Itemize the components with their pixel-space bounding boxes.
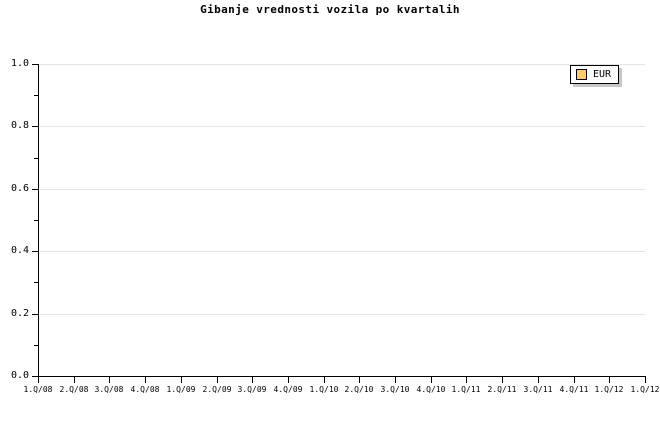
gridline-horizontal bbox=[38, 126, 645, 128]
x-axis-tick-label: 1.Q/09 bbox=[166, 385, 196, 394]
y-axis-tick-label: 0.0 bbox=[10, 370, 29, 381]
y-axis-tick-label: 0.8 bbox=[10, 120, 29, 132]
x-axis-tick-label: 1.Q/12 bbox=[630, 385, 660, 394]
x-axis-tick-label: 2.Q/09 bbox=[202, 385, 232, 394]
x-axis-tick-label: 1.Q/11 bbox=[451, 385, 481, 394]
y-axis-minor-tick bbox=[34, 282, 38, 284]
x-axis-tick-label: 3.Q/09 bbox=[237, 385, 267, 394]
legend-swatch-eur-icon bbox=[576, 69, 587, 80]
x-axis-tick-label: 2.Q/08 bbox=[59, 385, 89, 394]
plot-area bbox=[38, 64, 645, 376]
y-axis-tick bbox=[32, 64, 38, 65]
x-axis-tick bbox=[395, 377, 396, 383]
x-axis-tick-label: 2.Q/10 bbox=[344, 385, 374, 394]
y-axis-tick-label: 0.6 bbox=[10, 182, 29, 194]
y-axis-tick bbox=[32, 126, 38, 128]
x-axis-tick-label: 4.Q/08 bbox=[130, 385, 160, 394]
y-axis-tick bbox=[32, 376, 38, 377]
y-axis-minor-tick bbox=[34, 220, 38, 221]
x-axis-tick bbox=[502, 377, 503, 383]
x-axis-tick bbox=[359, 377, 360, 383]
y-axis-tick-label: 0.4 bbox=[10, 245, 29, 257]
gridline-horizontal bbox=[38, 313, 645, 315]
x-axis-tick bbox=[324, 377, 325, 383]
x-axis-tick-label: 3.Q/10 bbox=[380, 385, 410, 394]
x-axis-tick bbox=[74, 377, 75, 383]
x-axis-tick-label: 4.Q/11 bbox=[559, 385, 589, 394]
y-axis-tick-label: 1.0 bbox=[10, 58, 29, 69]
x-axis-tick bbox=[288, 377, 289, 383]
x-axis-tick-label: 2.Q/11 bbox=[487, 385, 517, 394]
x-axis-tick bbox=[466, 377, 467, 383]
x-axis-tick-label: 1.Q/10 bbox=[309, 385, 339, 394]
legend-label-eur: EUR bbox=[593, 69, 612, 80]
chart-title: Gibanje vrednosti vozila po kvartalih bbox=[200, 3, 460, 16]
y-axis-minor-tick bbox=[34, 344, 38, 346]
x-axis-tick-label: 3.Q/11 bbox=[523, 385, 553, 394]
y-axis-tick bbox=[32, 251, 38, 253]
x-axis-tick-label: 1.Q/12 bbox=[594, 385, 624, 394]
gridline-horizontal bbox=[38, 251, 645, 253]
y-axis-minor-tick bbox=[34, 95, 38, 97]
x-axis-tick bbox=[217, 377, 218, 383]
x-axis-tick bbox=[431, 377, 432, 383]
x-axis-tick bbox=[538, 377, 539, 383]
y-axis-minor-tick bbox=[34, 157, 38, 159]
gridline-horizontal bbox=[38, 64, 645, 65]
x-axis-tick bbox=[181, 377, 182, 383]
x-axis-tick bbox=[252, 377, 253, 383]
x-axis-tick-label: 1.Q/08 bbox=[23, 385, 53, 394]
chart-legend[interactable]: EUR bbox=[570, 65, 620, 84]
x-axis-line bbox=[38, 376, 646, 377]
x-axis-tick bbox=[645, 377, 646, 383]
x-axis-tick-label: 4.Q/10 bbox=[416, 385, 446, 394]
gridline-horizontal bbox=[38, 188, 645, 190]
y-axis-tick bbox=[32, 313, 38, 315]
x-axis-tick-label: 3.Q/08 bbox=[94, 385, 124, 394]
y-axis-line bbox=[38, 64, 39, 377]
x-axis-tick-label: 4.Q/09 bbox=[273, 385, 303, 394]
x-axis-tick bbox=[145, 377, 146, 383]
y-axis-tick bbox=[32, 188, 38, 190]
x-axis-tick bbox=[38, 377, 39, 383]
x-axis-tick bbox=[609, 377, 610, 383]
x-axis-tick bbox=[574, 377, 575, 383]
y-axis-tick-label: 0.2 bbox=[10, 307, 29, 319]
x-axis-tick bbox=[109, 377, 110, 383]
